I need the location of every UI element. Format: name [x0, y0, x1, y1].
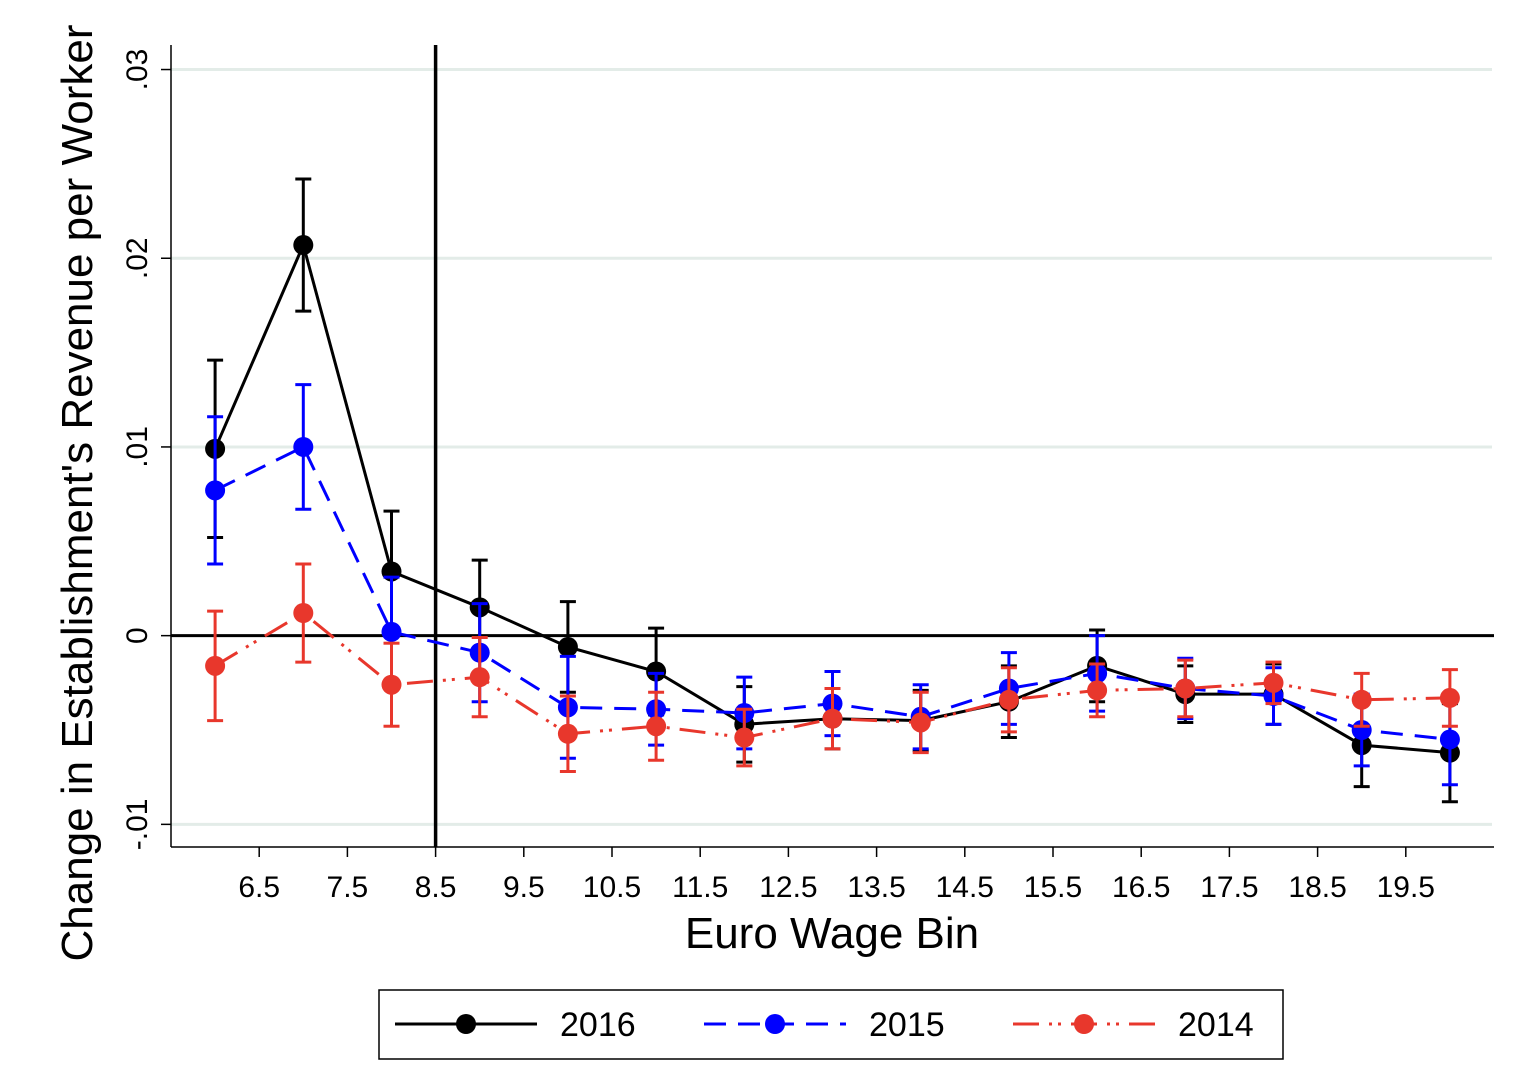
y-axis-ticks: -.01 0 .01 .02 .03: [121, 49, 171, 851]
x-tick-label-7: 13.5: [847, 871, 905, 904]
y-tick-label-0: -.01: [121, 799, 154, 851]
point-2016-1: [293, 235, 314, 256]
x-tick-label-13: 19.5: [1377, 871, 1435, 904]
legend-item-2015: 2015: [704, 1006, 945, 1044]
legend-marker-2014: [1074, 1014, 1094, 1034]
point-2014-2: [381, 674, 402, 695]
point-2014-4: [557, 723, 578, 744]
y-tick-label-1: 0: [121, 627, 154, 644]
x-axis-title: Euro Wage Bin: [685, 909, 979, 958]
point-2015-2: [381, 621, 402, 642]
series-layer: [205, 177, 1460, 804]
legend-item-2016: 2016: [395, 1006, 636, 1044]
x-tick-label-12: 18.5: [1288, 871, 1346, 904]
x-tick-label-3: 9.5: [503, 871, 545, 904]
x-tick-label-6: 12.5: [759, 871, 817, 904]
point-2016-4: [557, 636, 578, 657]
legend-label-2015: 2015: [869, 1006, 945, 1044]
legend: 2016 2015 2014: [378, 989, 1284, 1060]
y-tick-label-2: .01: [121, 426, 154, 468]
point-2014-11: [1175, 678, 1196, 699]
legend-label-2014: 2014: [1178, 1006, 1254, 1044]
plot-area: [170, 45, 1494, 848]
y-axis-title: Change in Establishment's Revenue per Wo…: [53, 25, 102, 962]
x-tick-label-9: 15.5: [1024, 871, 1082, 904]
x-tick-label-10: 16.5: [1112, 871, 1170, 904]
point-2016-5: [646, 661, 667, 682]
point-2015-14: [1439, 729, 1460, 750]
legend-marker-2015: [765, 1014, 785, 1034]
gridlines: [171, 68, 1492, 826]
y-tick-label-4: .03: [121, 49, 154, 91]
point-2014-8: [910, 712, 931, 733]
series-2014: [205, 562, 1460, 774]
point-2014-3: [469, 667, 490, 688]
x-tick-label-5: 11.5: [672, 871, 728, 904]
legend-label-2016: 2016: [560, 1006, 636, 1044]
x-tick-label-8: 14.5: [936, 871, 994, 904]
legend-item-2014: 2014: [1013, 1006, 1254, 1044]
x-tick-label-1: 7.5: [327, 871, 369, 904]
y-tick-label-3: .02: [121, 237, 154, 279]
point-2014-9: [998, 689, 1019, 710]
point-2014-5: [646, 716, 667, 737]
point-2014-12: [1263, 672, 1284, 693]
point-2014-14: [1439, 687, 1460, 708]
point-2014-13: [1351, 689, 1372, 710]
point-2015-0: [205, 480, 226, 501]
point-2014-0: [205, 655, 226, 676]
legend-marker-2016: [456, 1014, 476, 1034]
point-2015-1: [293, 436, 314, 457]
series-line-2014: [214, 611, 1450, 740]
x-axis-ticks: 6.5 7.5 8.5 9.5 10.5 11.5 12.5 13.5 14.5 15.5 16.5…: [238, 847, 1435, 904]
x-tick-label-0: 6.5: [238, 871, 280, 904]
x-tick-label-4: 10.5: [583, 871, 641, 904]
x-tick-label-2: 8.5: [415, 871, 457, 904]
point-2014-7: [822, 708, 843, 729]
x-tick-label-11: 17.5: [1200, 871, 1258, 904]
point-2014-1: [293, 603, 314, 624]
point-2014-6: [734, 727, 755, 748]
point-2014-10: [1087, 680, 1108, 701]
